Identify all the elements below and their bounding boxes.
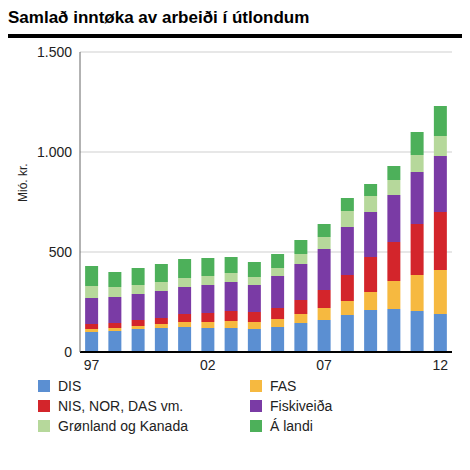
svg-text:1.000: 1.000: [37, 144, 72, 160]
svg-text:1.500: 1.500: [37, 44, 72, 60]
html-text:DIS: DIS: [58, 378, 82, 394]
svg-text:97: 97: [84, 357, 100, 373]
svg-text:500: 500: [49, 244, 73, 260]
svg-text:12: 12: [433, 357, 449, 373]
svg-text:Mió. kr.: Mió. kr.: [16, 163, 30, 202]
svg-text:0: 0: [64, 344, 72, 360]
html-text:NIS, NOR, DAS vm.: NIS, NOR, DAS vm.: [58, 398, 184, 414]
svg-text:02: 02: [200, 357, 216, 373]
html-text:Samlað inntøka av arbeiði í út: Samlað inntøka av arbeiði í útlondum: [8, 8, 310, 27]
html-text:Grønland og Kanada: Grønland og Kanada: [58, 418, 188, 434]
html-text:Á landi: Á landi: [270, 418, 313, 434]
svg-text:07: 07: [316, 357, 332, 373]
html-text:FAS: FAS: [270, 378, 297, 394]
html-text:Fiskiveiða: Fiskiveiða: [270, 398, 333, 414]
